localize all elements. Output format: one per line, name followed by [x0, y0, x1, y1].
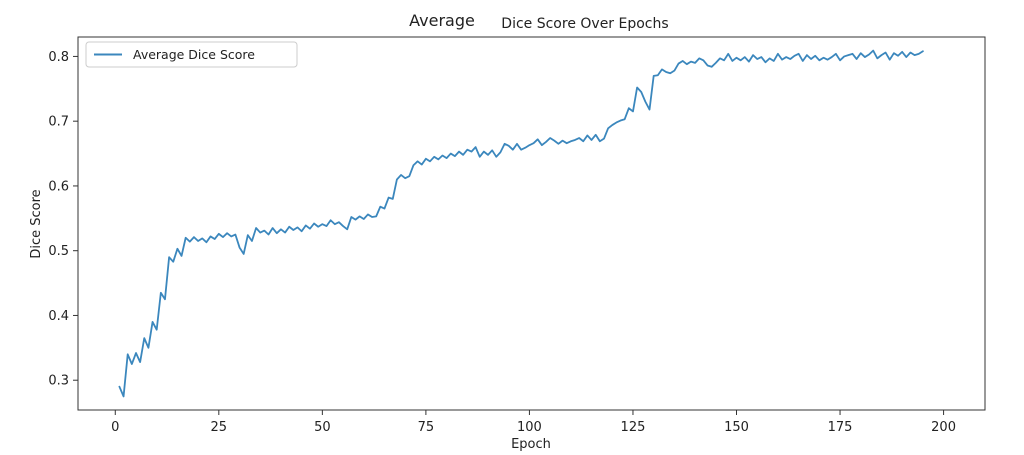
y-tick-label: 0.4	[48, 309, 69, 324]
chart-title-part1: Average	[409, 11, 475, 30]
x-tick-label: 50	[314, 420, 331, 435]
y-tick-label: 0.7	[48, 115, 69, 130]
y-tick-label: 0.8	[48, 50, 69, 65]
y-tick-label: 0.5	[48, 244, 69, 259]
y-axis-label: Dice Score	[29, 189, 44, 258]
x-tick-label: 150	[724, 420, 749, 435]
legend-label-average-dice-score: Average Dice Score	[133, 47, 255, 62]
x-tick-label: 75	[418, 420, 435, 435]
x-axis-ticks: 0 25 50 75 100 125 150 175 200	[111, 410, 956, 435]
x-tick-label: 0	[111, 420, 119, 435]
x-tick-label: 25	[211, 420, 228, 435]
x-axis-label: Epoch	[511, 437, 551, 452]
y-tick-label: 0.3	[48, 374, 69, 389]
x-tick-label: 125	[621, 420, 646, 435]
plot-frame	[78, 37, 985, 410]
x-tick-label: 200	[931, 420, 956, 435]
y-tick-label: 0.6	[48, 179, 69, 194]
x-tick-label: 100	[517, 420, 542, 435]
chart-title-part2: Dice Score Over Epochs	[501, 16, 668, 32]
x-tick-label: 175	[828, 420, 853, 435]
legend: Average Dice Score	[86, 42, 297, 67]
y-axis-ticks: 0.3 0.4 0.5 0.6 0.7 0.8	[48, 50, 78, 389]
